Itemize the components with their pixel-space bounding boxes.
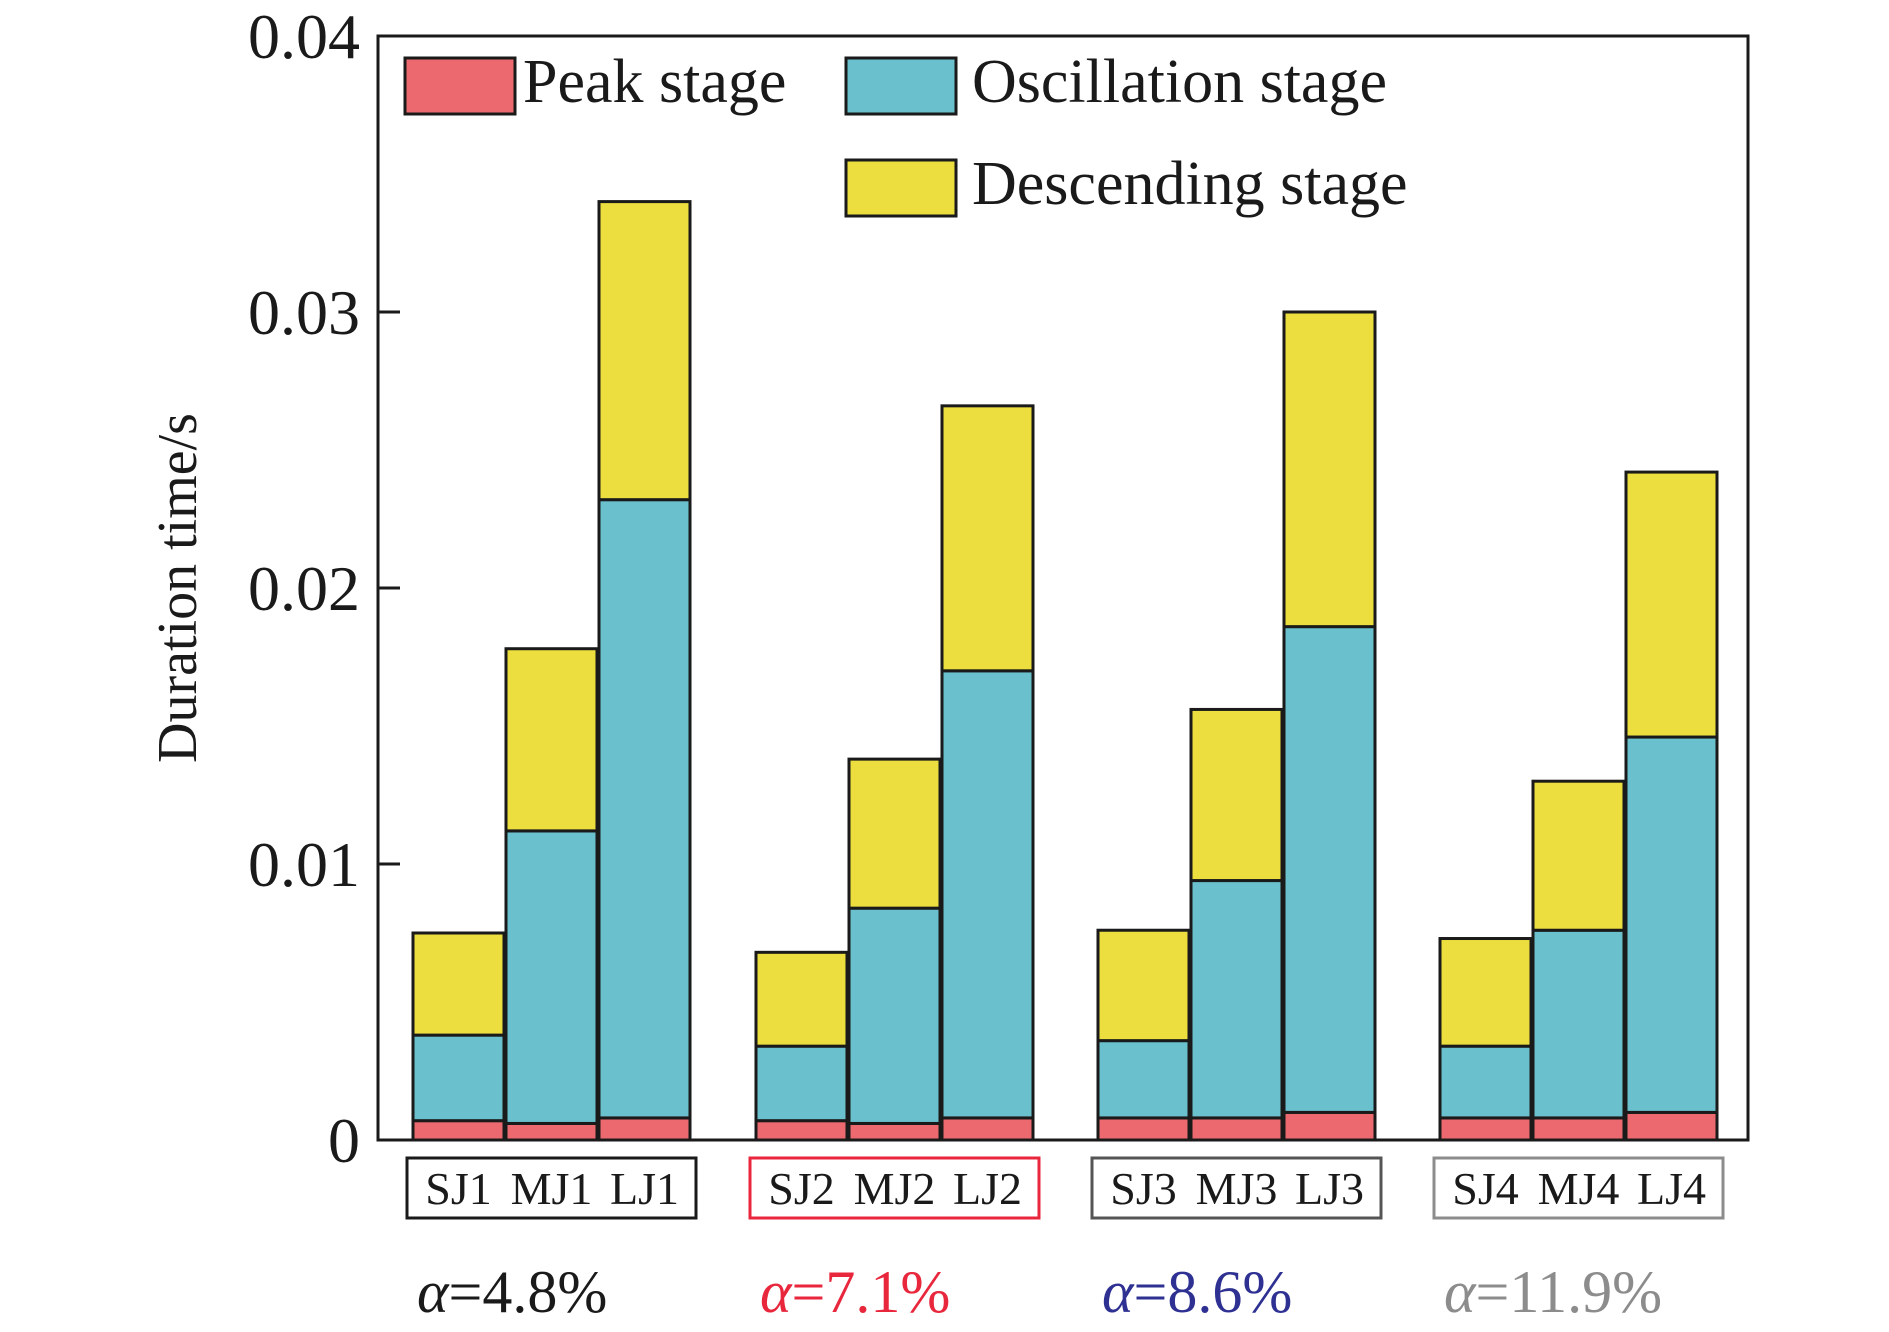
x-tick-label: MJ3 [1196, 1163, 1278, 1214]
bar-segment-MJ4-descending [1531, 779, 1626, 932]
alpha-label: α=8.6% [1102, 1259, 1292, 1325]
bar-segment-LJ2-oscillation [940, 669, 1035, 1120]
bar-segment-SJ2-peak [754, 1119, 849, 1142]
legend-item: Peak stage [403, 48, 786, 116]
alpha-value: =4.8% [449, 1259, 608, 1325]
bar-segment-MJ1-oscillation [504, 829, 599, 1125]
bar-segment-MJ2-oscillation [847, 906, 942, 1125]
bar-segment-LJ4-oscillation [1624, 735, 1719, 1114]
x-tick-label: MJ1 [511, 1163, 593, 1214]
bar-segment-SJ1-oscillation [411, 1033, 506, 1123]
bar-segment-LJ3-peak [1282, 1110, 1377, 1142]
bar-segment-MJ3-oscillation [1189, 879, 1284, 1120]
bar-segment-SJ3-oscillation [1096, 1039, 1191, 1120]
bar-segment-SJ2-descending [754, 950, 849, 1048]
bar-segment-LJ3-oscillation [1282, 625, 1377, 1114]
y-axis: 0 0.01 0.02 0.03 0.04 [248, 1, 400, 1176]
x-tick-label: LJ2 [953, 1163, 1022, 1214]
bar-segment-LJ4-descending [1624, 470, 1719, 739]
x-tick-label: MJ2 [854, 1163, 936, 1214]
x-tick-label: LJ1 [610, 1163, 679, 1214]
x-tick-label: SJ2 [768, 1163, 834, 1214]
bar-segment-SJ2-oscillation [754, 1044, 849, 1123]
legend-label: Descending stage [972, 150, 1408, 218]
legend-swatch [844, 56, 958, 116]
legend-item: Descending stage [844, 150, 1408, 218]
alpha-symbol: α [1444, 1259, 1477, 1325]
x-tick-label: SJ3 [1110, 1163, 1176, 1214]
y-tick-label: 0.02 [248, 553, 360, 624]
x-tick-label: SJ4 [1452, 1163, 1518, 1214]
category-box [1090, 1156, 1383, 1220]
alpha-value: =11.9% [1476, 1259, 1663, 1325]
group-4: SJ4 MJ4 LJ4 α=11.9% [1432, 1156, 1725, 1325]
legend: Peak stage Oscillation stage Descending st… [403, 48, 1408, 218]
legend-swatch [403, 56, 517, 116]
legend-label: Oscillation stage [972, 48, 1387, 116]
bar-segment-LJ2-descending [940, 404, 1035, 673]
category-box [1432, 1156, 1725, 1220]
bar-segment-MJ2-descending [847, 757, 942, 910]
y-tick-label: 0.01 [248, 829, 360, 900]
bar-segment-SJ1-peak [411, 1119, 506, 1142]
legend-swatch [844, 158, 958, 218]
bar-segment-MJ2-peak [847, 1121, 942, 1142]
bar-segment-MJ1-peak [504, 1121, 599, 1142]
legend-label: Peak stage [523, 48, 786, 116]
bar-segment-MJ1-descending [504, 647, 599, 833]
bar-segment-MJ3-peak [1189, 1116, 1284, 1142]
alpha-symbol: α [417, 1259, 450, 1325]
legend-item: Oscillation stage [844, 48, 1387, 116]
bars-layer [411, 200, 1719, 1142]
bar-segment-LJ1-peak [597, 1116, 692, 1142]
alpha-label: α=4.8% [417, 1259, 607, 1325]
alpha-label: α=7.1% [760, 1259, 950, 1325]
x-tick-label: MJ4 [1538, 1163, 1620, 1214]
bar-segment-LJ1-descending [597, 200, 692, 502]
alpha-symbol: α [1102, 1259, 1135, 1325]
y-tick-label: 0.03 [248, 277, 360, 348]
x-tick-label: LJ4 [1637, 1163, 1706, 1214]
x-tick-label: LJ3 [1295, 1163, 1364, 1214]
bar-segment-LJ3-descending [1282, 310, 1377, 629]
category-box [748, 1156, 1041, 1220]
category-box [405, 1156, 698, 1220]
y-axis-title: Duration time/s [147, 413, 209, 763]
alpha-symbol: α [760, 1259, 793, 1325]
bar-segment-SJ3-peak [1096, 1116, 1191, 1142]
y-tick-label: 0.04 [248, 1, 360, 72]
bar-segment-SJ4-oscillation [1438, 1044, 1533, 1120]
x-tick-label: SJ1 [425, 1163, 491, 1214]
alpha-value: =8.6% [1134, 1259, 1293, 1325]
bar-segment-MJ3-descending [1189, 707, 1284, 883]
bar-segment-SJ4-peak [1438, 1116, 1533, 1142]
bar-segment-MJ4-oscillation [1531, 928, 1626, 1120]
bar-segment-LJ4-peak [1624, 1110, 1719, 1142]
bar-segment-SJ1-descending [411, 931, 506, 1037]
bar-segment-LJ2-peak [940, 1116, 1035, 1142]
bar-segment-SJ4-descending [1438, 937, 1533, 1048]
bar-segment-LJ1-oscillation [597, 498, 692, 1120]
bar-segment-MJ4-peak [1531, 1116, 1626, 1142]
alpha-label: α=11.9% [1444, 1259, 1662, 1325]
bar-segment-SJ3-descending [1096, 928, 1191, 1043]
alpha-value: =7.1% [792, 1259, 951, 1325]
y-tick-label: 0 [328, 1105, 360, 1176]
